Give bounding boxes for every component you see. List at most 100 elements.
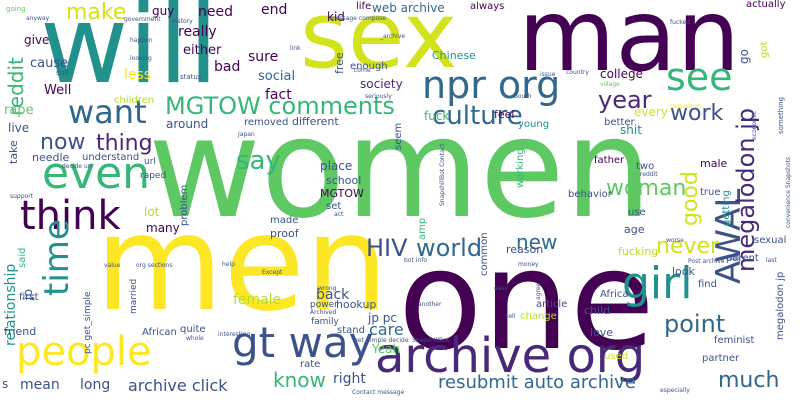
word: hookup bbox=[336, 298, 377, 311]
word: Japan bbox=[238, 131, 255, 138]
word: agree bbox=[535, 282, 542, 300]
word: many bbox=[146, 221, 180, 235]
word: set bbox=[326, 201, 342, 212]
word: convenience Snapshots bbox=[785, 156, 792, 228]
word: man bbox=[518, 0, 741, 94]
word: go bbox=[737, 49, 751, 64]
word: friend bbox=[4, 325, 37, 338]
word: bad bbox=[214, 59, 241, 75]
word: village bbox=[600, 81, 620, 88]
word: girl bbox=[622, 258, 693, 309]
word: even bbox=[42, 148, 151, 199]
word: bot info bbox=[404, 257, 427, 264]
word: men bbox=[95, 187, 389, 341]
word: economic bbox=[751, 111, 758, 140]
word: parent bbox=[726, 253, 759, 264]
word: HIV bbox=[366, 234, 408, 262]
word: young bbox=[518, 119, 550, 130]
word: Well bbox=[44, 83, 72, 98]
word: message compose bbox=[330, 15, 386, 22]
word: npr org bbox=[422, 63, 561, 107]
word: will bbox=[40, 0, 219, 108]
word: women bbox=[148, 88, 653, 249]
word: MGTOW comments bbox=[165, 92, 395, 120]
word: never bbox=[656, 234, 720, 259]
word: place bbox=[320, 159, 353, 173]
word: thing bbox=[96, 131, 153, 156]
word: sexual bbox=[754, 235, 787, 246]
word: male bbox=[700, 157, 728, 170]
word: proof bbox=[270, 227, 299, 240]
word: amp bbox=[417, 217, 428, 240]
word: time bbox=[37, 219, 77, 296]
word: url bbox=[144, 157, 156, 167]
word: happen bbox=[130, 37, 153, 44]
word: one bbox=[398, 220, 655, 381]
word: status bbox=[180, 73, 202, 81]
word: population bbox=[670, 103, 702, 110]
word: article bbox=[536, 299, 568, 310]
word: decide url bbox=[62, 163, 92, 170]
word: every bbox=[634, 105, 668, 119]
word: worse bbox=[666, 237, 684, 244]
word: megalodon jp bbox=[775, 271, 786, 340]
word: female bbox=[233, 292, 282, 308]
word: find bbox=[698, 279, 717, 290]
word: come bbox=[354, 67, 371, 74]
word: make bbox=[66, 0, 127, 25]
word: mean bbox=[20, 377, 60, 393]
word: rape bbox=[4, 103, 34, 118]
word: society bbox=[360, 77, 403, 91]
word: family bbox=[311, 317, 339, 327]
word: Africa bbox=[600, 289, 629, 300]
word: always bbox=[470, 1, 505, 12]
word: archive org bbox=[375, 328, 646, 384]
word: used bbox=[604, 351, 629, 362]
word: behavior bbox=[568, 189, 612, 200]
word: wrong bbox=[318, 285, 337, 292]
word: anyway bbox=[26, 15, 50, 22]
word: look bbox=[672, 265, 695, 278]
word: see bbox=[666, 55, 733, 99]
word: true bbox=[700, 187, 721, 198]
word: actually bbox=[746, 0, 786, 10]
word: whole bbox=[186, 335, 204, 342]
word: kid bbox=[327, 10, 345, 24]
word: change bbox=[520, 311, 557, 322]
word: _archive bbox=[380, 33, 406, 40]
word: world bbox=[416, 234, 483, 262]
word: work bbox=[670, 101, 724, 126]
word: raped bbox=[140, 171, 167, 181]
word: archive click bbox=[128, 376, 228, 395]
word: love bbox=[590, 326, 614, 339]
word: lot bbox=[144, 205, 160, 219]
word: quite bbox=[180, 324, 206, 335]
word: take bbox=[7, 140, 20, 164]
word: act bbox=[334, 211, 344, 218]
word: Archived bbox=[310, 309, 337, 316]
word: Contact message bbox=[352, 389, 405, 396]
word: gt way bbox=[232, 318, 374, 367]
word: interesting bbox=[218, 331, 251, 338]
word: much bbox=[718, 368, 780, 393]
word: jp pc bbox=[368, 311, 397, 325]
word: common bbox=[479, 232, 490, 276]
word: guy bbox=[152, 4, 175, 18]
word: now bbox=[40, 130, 86, 155]
word: point bbox=[664, 310, 726, 338]
word: live bbox=[8, 121, 30, 135]
word: want bbox=[68, 93, 147, 131]
word: father bbox=[594, 155, 625, 166]
word: seriously bbox=[365, 93, 392, 100]
word: looking bbox=[130, 55, 152, 62]
word: s bbox=[2, 377, 9, 391]
word: Yeah bbox=[372, 342, 401, 356]
word: cause bbox=[30, 56, 69, 71]
word: different bbox=[292, 115, 339, 128]
word: social bbox=[258, 69, 296, 84]
word: two bbox=[636, 161, 655, 172]
word: think bbox=[20, 193, 121, 239]
word: link bbox=[290, 45, 301, 52]
word: rate bbox=[300, 359, 321, 370]
word: say bbox=[236, 146, 281, 176]
